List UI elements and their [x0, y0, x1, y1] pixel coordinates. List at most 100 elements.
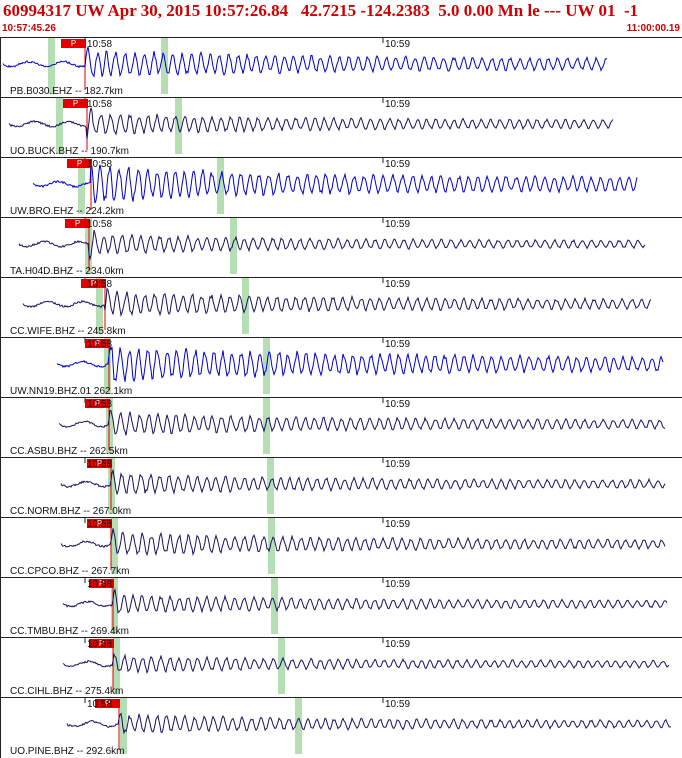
p-pick-marker[interactable]: P: [89, 639, 114, 648]
start-time-label: 10:57:45.26: [2, 23, 56, 34]
time-tick-label: 10:58: [87, 99, 113, 110]
trace-line: [62, 652, 670, 675]
waveform: [66, 698, 672, 750]
time-tick-label: 10:59: [385, 159, 411, 170]
time-tick-label: 10:58: [87, 699, 113, 710]
trace-line: [62, 587, 668, 614]
time-tick-label: 10:58: [87, 579, 113, 590]
time-tick-label: 10:59: [385, 399, 411, 410]
time-tick-label: 10:58: [87, 459, 113, 470]
trace-line: [60, 528, 666, 557]
time-tick-label: 10:59: [385, 579, 411, 590]
p-window-band: [120, 698, 127, 754]
waveform: [62, 638, 670, 690]
time-tick-label: 10:58: [87, 639, 113, 650]
time-tick-label: 10:58: [87, 159, 113, 170]
waveform: [62, 578, 668, 630]
s-window-band: [278, 638, 285, 694]
trace-panel: P 10:58 10:59 TA.H04D.BHZ -- 234.0km: [0, 217, 682, 278]
station-label: UO.PINE.BHZ -- 292.6km: [10, 746, 125, 757]
trace-panel: P 10:58 10:59 UO.BUCK.BHZ -- 190.7km: [0, 97, 682, 158]
s-window-band: [263, 398, 270, 454]
trace-line: [56, 345, 664, 383]
trace-line: [60, 468, 666, 496]
trace-panel: P 10:58 10:59 PB.B030.EHZ -- 182.7km: [0, 37, 682, 98]
trace-line: [58, 410, 666, 436]
p-window-band: [113, 638, 120, 694]
p-pick-marker[interactable]: P: [67, 159, 92, 168]
station-label: PB.B030.EHZ -- 182.7km: [10, 86, 123, 97]
p-pick-marker[interactable]: P: [85, 339, 110, 348]
waveform: [60, 518, 666, 570]
event-header: 60994317 UW Apr 30, 2015 10:57:26.84 42.…: [0, 0, 682, 38]
trace-line: [18, 230, 646, 261]
time-tick-label: 10:58: [87, 39, 113, 50]
trace-panel: P 10:58 10:59 CC.ASBU.BHZ -- 262.5km: [0, 397, 682, 458]
station-label: UW.NN19.BHZ.01 262.1km: [10, 386, 133, 397]
station-label: CC.TMBU.BHZ -- 269.4km: [10, 626, 129, 637]
trace-panel: P 10:58 10:59 UW.BRO.EHZ -- 224.2km: [0, 157, 682, 218]
time-tick-label: 10:59: [385, 339, 411, 350]
waveform: [32, 158, 638, 210]
p-pick-marker[interactable]: P: [61, 39, 86, 48]
trace-panel: P 10:58 10:59 CC.CIHL.BHZ -- 275.4km: [0, 637, 682, 698]
p-window-band: [111, 518, 118, 574]
s-window-band: [230, 218, 237, 274]
waveform: [60, 458, 666, 510]
p-pick-marker[interactable]: P: [85, 399, 110, 408]
end-time-label: 11:00:00.19: [626, 23, 680, 34]
time-tick-label: 10:59: [385, 279, 411, 290]
station-label: TA.H04D.BHZ -- 234.0km: [10, 266, 124, 277]
p-pick-marker[interactable]: P: [65, 219, 90, 228]
time-tick-label: 10:59: [385, 219, 411, 230]
time-tick-label: 10:59: [385, 459, 411, 470]
s-window-band: [295, 698, 302, 754]
p-window-band: [56, 98, 63, 154]
p-pick-marker[interactable]: P: [95, 699, 120, 708]
time-tick-label: 10:59: [385, 639, 411, 650]
time-tick-label: 10:59: [385, 99, 411, 110]
trace-panel: P 10:58 10:59 UW.NN19.BHZ.01 262.1km: [0, 337, 682, 398]
s-window-band: [242, 278, 249, 334]
station-label: CC.CIHL.BHZ -- 275.4km: [10, 686, 124, 697]
p-window-band: [111, 578, 118, 634]
station-label: CC.ASBU.BHZ -- 262.5km: [10, 446, 128, 457]
s-window-band: [271, 578, 278, 634]
seismogram-panels: P 10:58 10:59 PB.B030.EHZ -- 182.7km P 10:58 1…: [0, 37, 682, 758]
station-label: UO.BUCK.BHZ -- 190.7km: [10, 146, 129, 157]
p-pick-marker[interactable]: P: [81, 279, 106, 288]
p-pick-marker[interactable]: P: [63, 99, 88, 108]
event-title: 60994317 UW Apr 30, 2015 10:57:26.84 42.…: [3, 1, 639, 20]
station-label: CC.CPCO.BHZ -- 267.7km: [10, 566, 130, 577]
station-label: UW.BRO.EHZ -- 224.2km: [10, 206, 124, 217]
trace-panel: P 10:58 10:59 UO.PINE.BHZ -- 292.6km: [0, 697, 682, 758]
time-tick-label: 10:59: [385, 39, 411, 50]
p-window-band: [78, 158, 85, 214]
station-label: CC.WIFE.BHZ -- 245.8km: [10, 326, 126, 337]
time-tick-label: 10:59: [385, 519, 411, 530]
trace-panel: P 10:58 10:59 CC.TMBU.BHZ -- 269.4km: [0, 577, 682, 638]
trace-line: [32, 162, 638, 204]
time-tick-label: 10:58: [87, 519, 113, 530]
p-pick-marker[interactable]: P: [89, 579, 114, 588]
time-tick-label: 10:58: [87, 279, 113, 290]
p-window-band: [104, 338, 111, 394]
s-window-band: [268, 518, 275, 574]
trace-line: [22, 287, 652, 318]
time-tick-label: 10:58: [87, 219, 113, 230]
trace-panel: P 10:58 10:59 CC.NORM.BHZ -- 267.0km: [0, 457, 682, 518]
trace-panel: P 10:58 10:59 CC.WIFE.BHZ -- 245.8km: [0, 277, 682, 338]
trace-line: [8, 107, 614, 140]
trace-line: [66, 712, 672, 735]
p-pick-marker[interactable]: P: [87, 459, 112, 468]
s-window-band: [161, 38, 168, 94]
station-label: CC.NORM.BHZ -- 267.0km: [10, 506, 132, 517]
time-tick-label: 10:58: [87, 399, 113, 410]
s-window-band: [217, 158, 224, 214]
p-pick-marker[interactable]: P: [87, 519, 112, 528]
trace-panel: P 10:58 10:59 CC.CPCO.BHZ -- 267.7km: [0, 517, 682, 578]
trace-line: [2, 46, 608, 78]
s-window-band: [267, 458, 274, 514]
time-tick-label: 10:59: [385, 699, 411, 710]
time-tick-label: 10:58: [87, 339, 113, 350]
